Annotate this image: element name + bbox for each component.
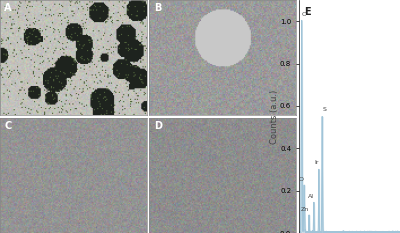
Text: Ir: Ir: [314, 160, 319, 165]
Text: Al: Al: [308, 194, 314, 199]
Text: E: E: [304, 7, 310, 17]
Text: C: C: [4, 121, 12, 131]
Text: O: O: [298, 177, 304, 182]
Y-axis label: Counts (a.u.): Counts (a.u.): [270, 89, 278, 144]
Text: D: D: [154, 121, 162, 131]
Text: Zn: Zn: [300, 207, 309, 212]
Text: C: C: [302, 12, 306, 17]
Text: B: B: [154, 3, 161, 14]
Text: S: S: [323, 107, 326, 112]
Text: A: A: [4, 3, 12, 14]
